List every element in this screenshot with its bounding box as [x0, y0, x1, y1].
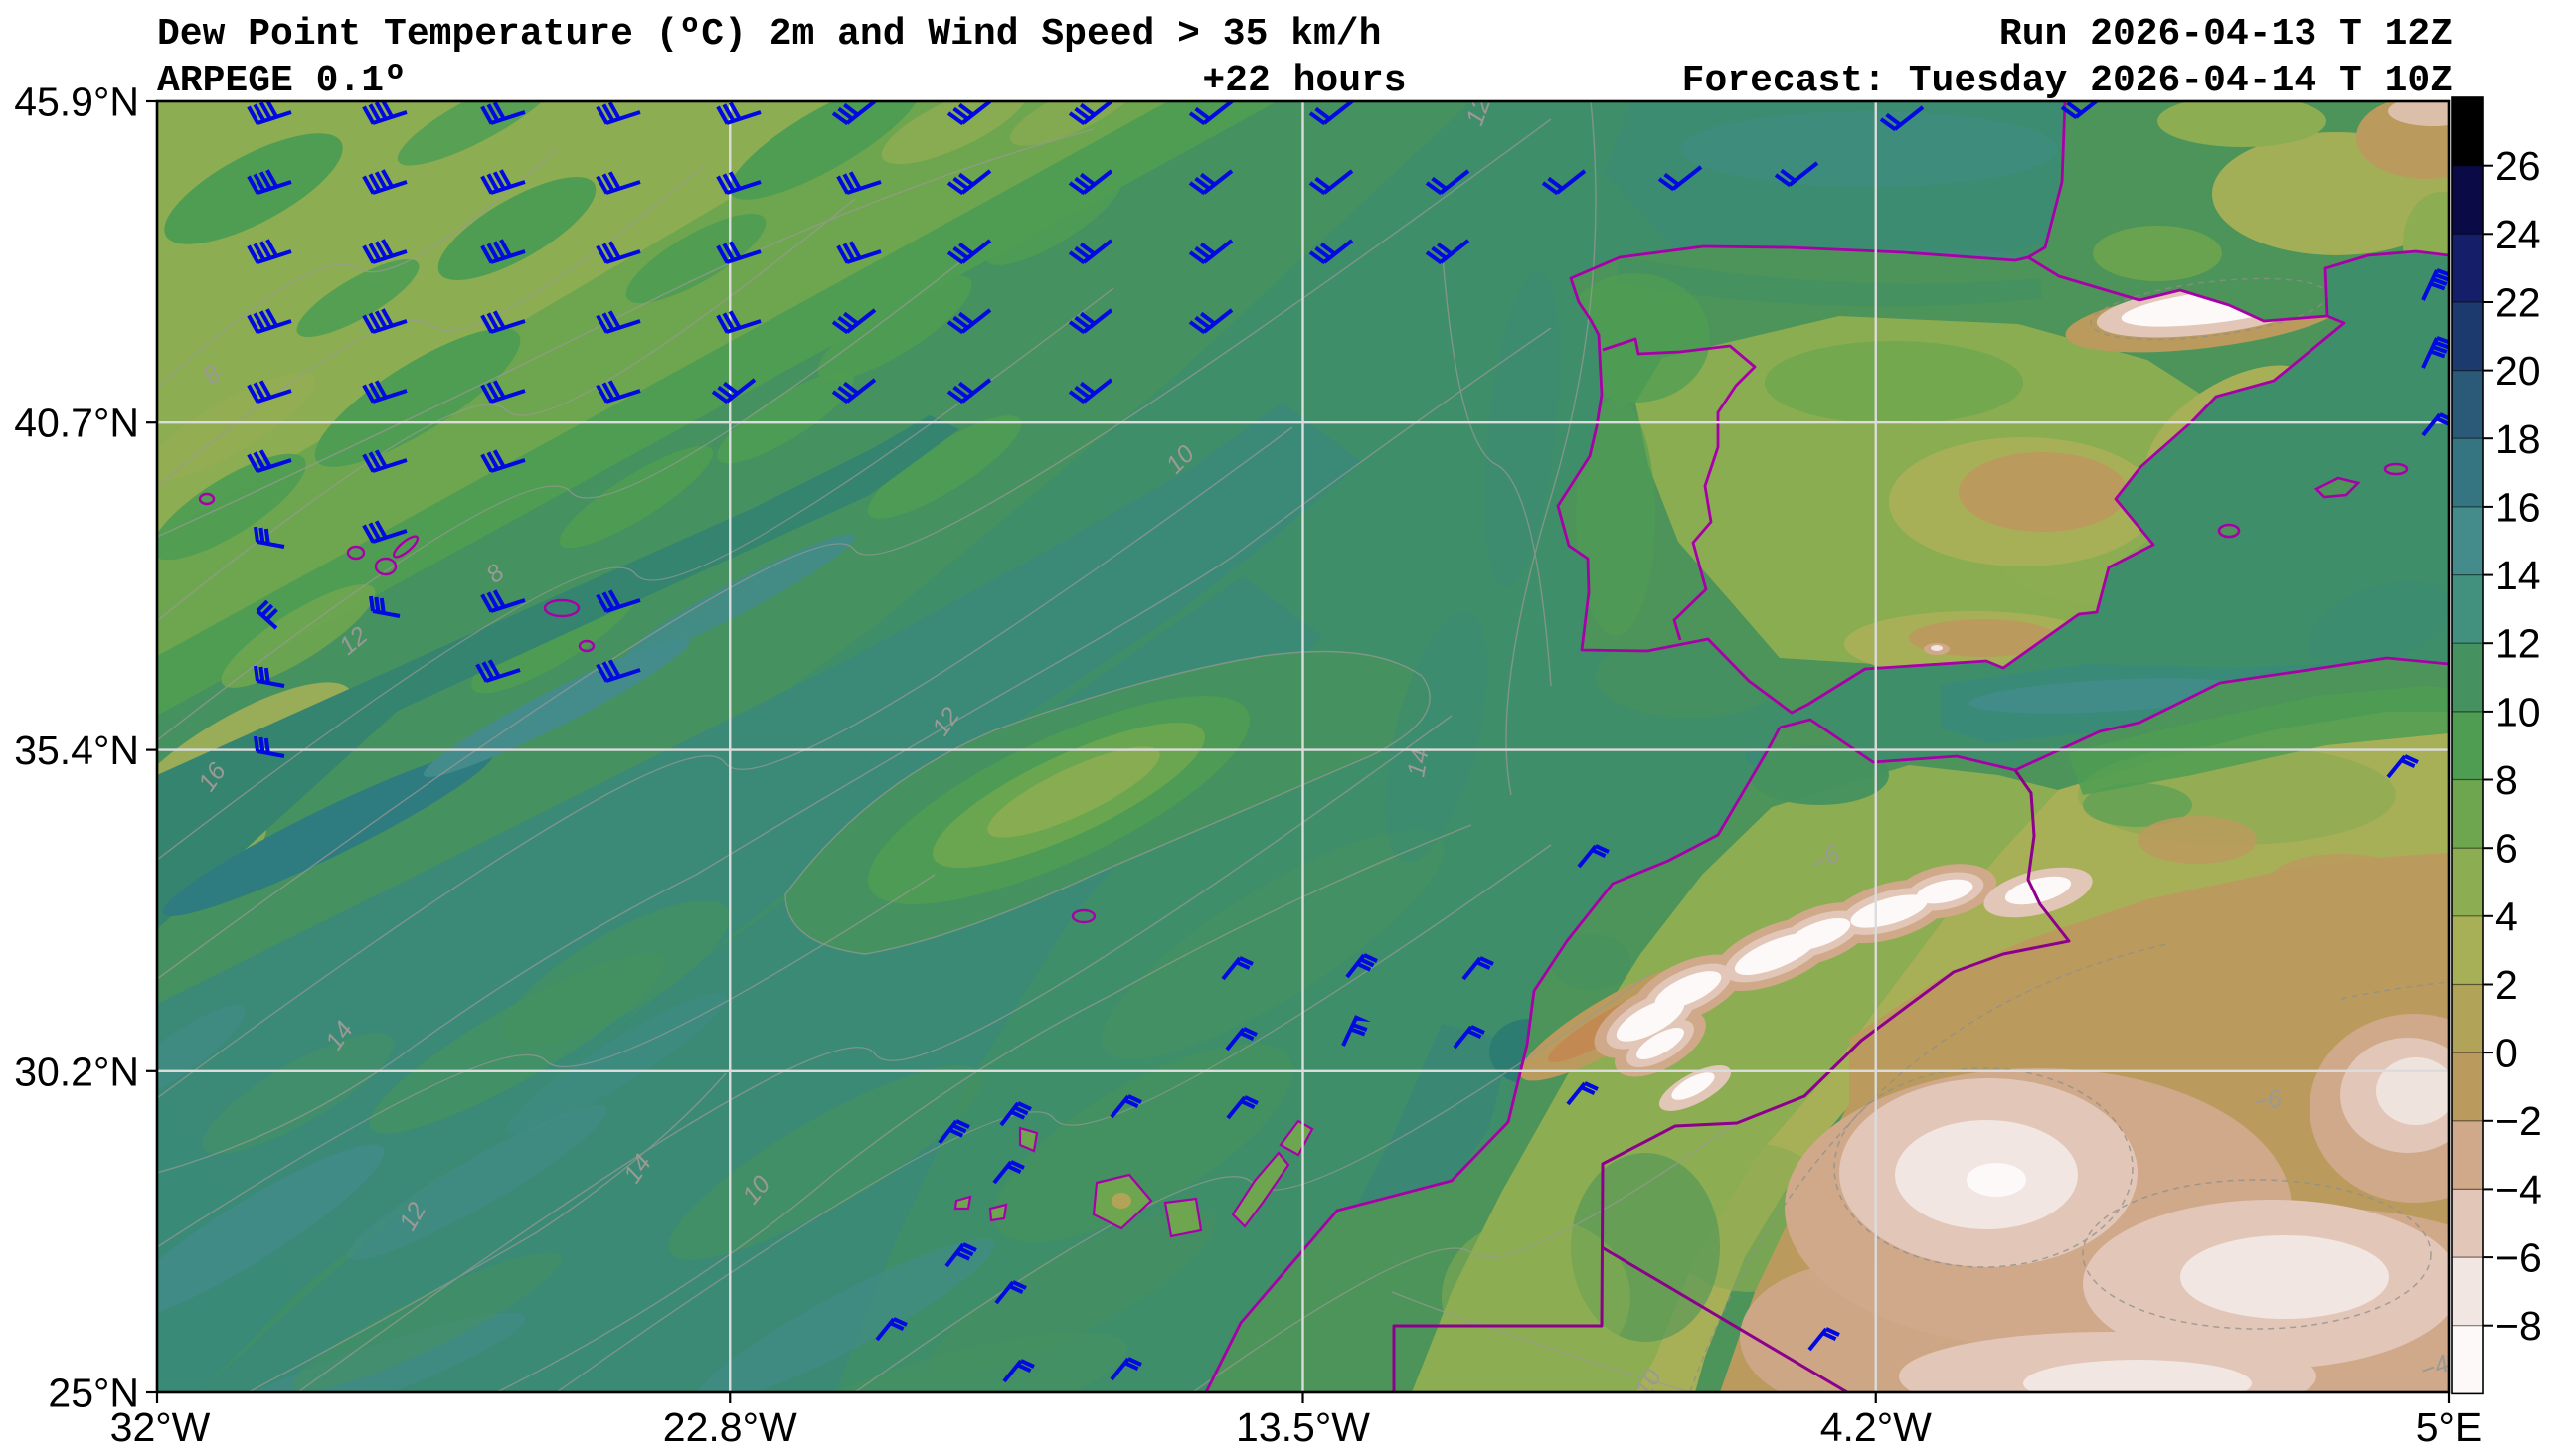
svg-text:40.7°N: 40.7°N — [14, 401, 139, 446]
svg-text:32°W: 32°W — [110, 1404, 211, 1450]
svg-text:14: 14 — [1402, 747, 1434, 779]
svg-text:10: 10 — [2495, 689, 2541, 734]
svg-text:−6: −6 — [2251, 1084, 2284, 1117]
svg-text:−2: −2 — [2495, 1098, 2542, 1144]
svg-text:0: 0 — [2495, 1031, 2518, 1076]
svg-text:12: 12 — [2495, 621, 2541, 667]
svg-text:14: 14 — [2495, 553, 2541, 598]
svg-text:2: 2 — [2495, 962, 2518, 1008]
svg-text:25°N: 25°N — [48, 1371, 139, 1416]
svg-text:−6: −6 — [2495, 1235, 2542, 1281]
svg-text:20: 20 — [2495, 348, 2541, 394]
svg-text:+22 hours: +22 hours — [1202, 60, 1406, 102]
svg-text:45.9°N: 45.9°N — [14, 80, 139, 125]
svg-text:18: 18 — [2495, 416, 2541, 462]
svg-text:8: 8 — [2495, 757, 2518, 803]
svg-text:Forecast: Tuesday 2026-04-14 T: Forecast: Tuesday 2026-04-14 T 10Z — [1682, 60, 2453, 102]
svg-text:22.8°W: 22.8°W — [663, 1404, 797, 1450]
svg-text:13.5°W: 13.5°W — [1236, 1404, 1370, 1450]
svg-text:22: 22 — [2495, 280, 2541, 326]
svg-text:−8: −8 — [2495, 1303, 2542, 1349]
svg-text:5°E: 5°E — [2416, 1404, 2482, 1450]
svg-text:ARPEGE 0.1º: ARPEGE 0.1º — [157, 60, 407, 102]
svg-text:6: 6 — [2495, 826, 2518, 872]
svg-text:4.2°W: 4.2°W — [1820, 1404, 1932, 1450]
svg-text:26: 26 — [2495, 143, 2541, 189]
svg-text:−4: −4 — [2495, 1167, 2542, 1213]
svg-text:35.4°N: 35.4°N — [14, 728, 139, 773]
svg-text:4: 4 — [2495, 893, 2518, 939]
svg-text:30.2°N: 30.2°N — [14, 1049, 139, 1094]
svg-text:24: 24 — [2495, 212, 2541, 257]
svg-text:16: 16 — [2495, 484, 2541, 530]
svg-text:Run 2026-04-13 T 12Z: Run 2026-04-13 T 12Z — [1999, 13, 2453, 56]
svg-text:Dew Point Temperature (ºC) 2m: Dew Point Temperature (ºC) 2m and Wind S… — [157, 13, 1381, 56]
